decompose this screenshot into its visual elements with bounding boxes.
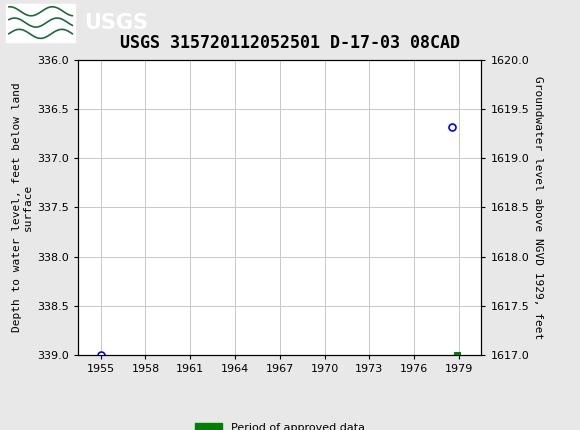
Text: USGS: USGS [84,12,148,33]
Y-axis label: Groundwater level above NGVD 1929, feet: Groundwater level above NGVD 1929, feet [534,76,543,339]
Bar [6,3,75,42]
Y-axis label: Depth to water level, feet below land
surface: Depth to water level, feet below land su… [12,83,34,332]
Text: USGS 315720112052501 D-17-03 08CAD: USGS 315720112052501 D-17-03 08CAD [120,34,460,52]
Legend: Period of approved data: Period of approved data [190,418,369,430]
